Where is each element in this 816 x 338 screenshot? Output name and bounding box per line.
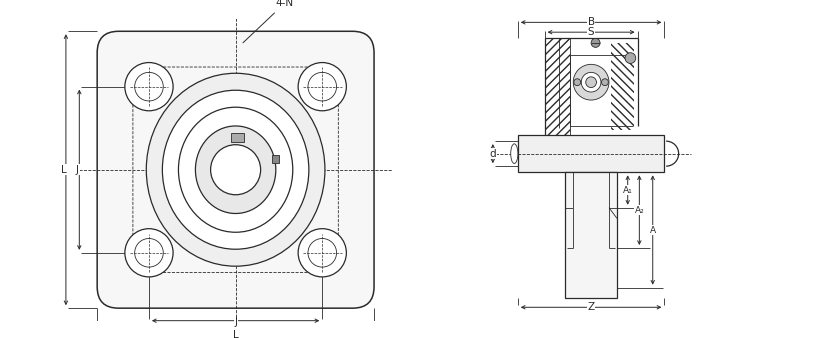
Ellipse shape [511,144,518,164]
Bar [565,172,617,298]
Text: L: L [233,330,238,338]
Text: A₂: A₂ [635,206,644,215]
Circle shape [135,72,163,101]
Bar [518,135,664,172]
Text: J: J [76,165,79,175]
Ellipse shape [211,145,260,195]
Circle shape [308,72,336,101]
Circle shape [625,53,636,64]
Text: Z: Z [588,302,595,312]
Ellipse shape [195,126,276,214]
Circle shape [308,239,336,267]
Bar [231,133,244,142]
Text: J: J [234,317,237,328]
Circle shape [586,77,596,88]
Circle shape [298,229,346,277]
Circle shape [601,79,609,86]
Text: S: S [588,27,594,37]
Bar [610,43,634,130]
Ellipse shape [179,107,293,232]
Text: L: L [61,165,67,175]
Circle shape [125,229,173,277]
Circle shape [591,39,600,47]
Text: B: B [588,17,595,27]
Bar [544,39,570,135]
Text: A₁: A₁ [623,186,632,195]
Bar [273,155,279,163]
Circle shape [574,64,609,100]
Text: d: d [490,149,496,159]
Circle shape [135,239,163,267]
Text: A: A [650,225,656,235]
FancyBboxPatch shape [97,31,374,308]
Circle shape [574,79,581,86]
Text: 4-N: 4-N [243,0,294,43]
Ellipse shape [146,73,325,266]
Ellipse shape [162,90,308,249]
Circle shape [125,63,173,111]
Circle shape [581,72,601,92]
Circle shape [298,63,346,111]
